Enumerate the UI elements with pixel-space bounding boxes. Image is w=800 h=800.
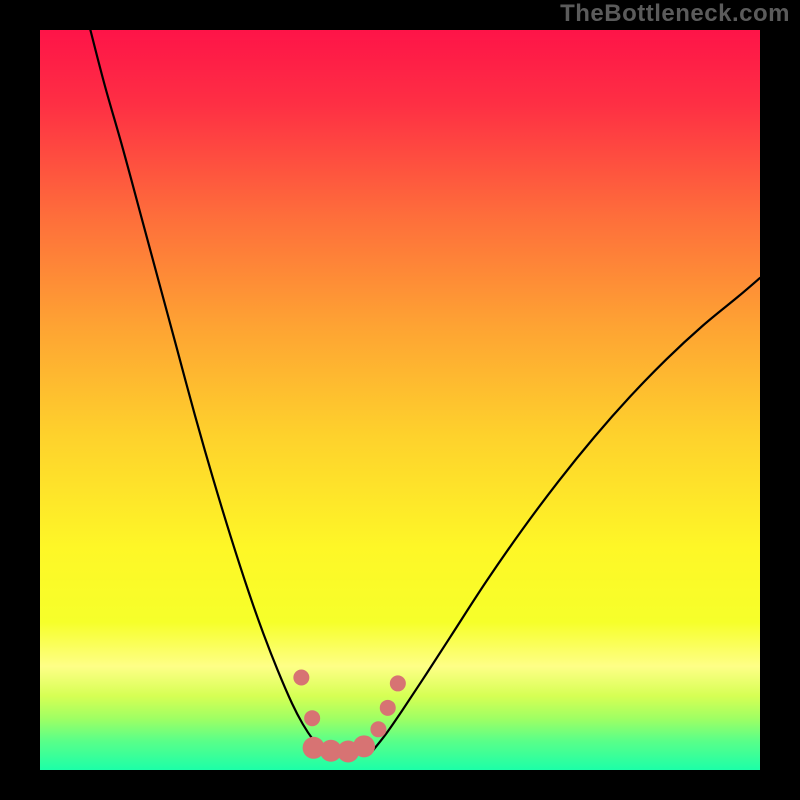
marker-dot	[353, 735, 375, 757]
marker-dot	[370, 721, 386, 737]
bottleneck-curve-chart	[0, 0, 800, 800]
watermark-text: TheBottleneck.com	[560, 0, 790, 28]
marker-dot	[304, 710, 320, 726]
marker-dot	[293, 670, 309, 686]
plot-background-gradient	[40, 30, 760, 770]
marker-dot	[380, 700, 396, 716]
marker-dot	[390, 675, 406, 691]
chart-stage: TheBottleneck.com	[0, 0, 800, 800]
